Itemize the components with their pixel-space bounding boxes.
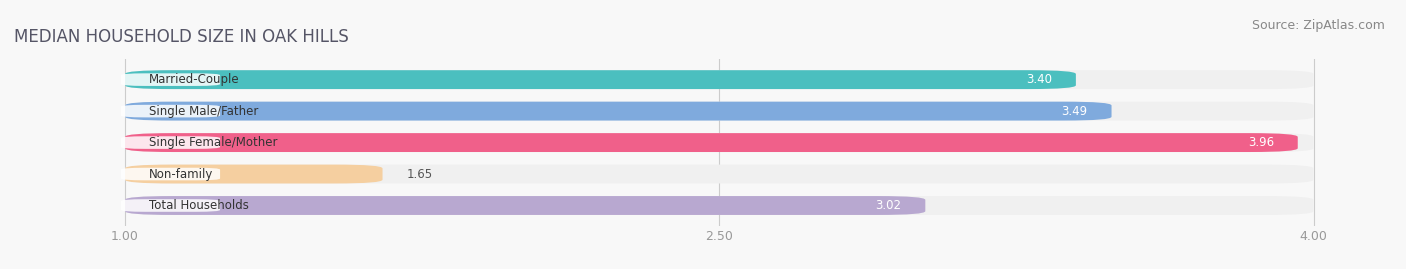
FancyBboxPatch shape <box>121 73 221 86</box>
FancyBboxPatch shape <box>121 199 221 212</box>
FancyBboxPatch shape <box>125 70 1313 89</box>
FancyBboxPatch shape <box>125 133 1298 152</box>
Text: 3.49: 3.49 <box>1062 105 1088 118</box>
Text: Non-family: Non-family <box>149 168 214 180</box>
FancyBboxPatch shape <box>121 105 221 117</box>
FancyBboxPatch shape <box>125 102 1313 121</box>
FancyBboxPatch shape <box>121 136 221 149</box>
Text: Total Households: Total Households <box>149 199 249 212</box>
Text: 1.65: 1.65 <box>406 168 433 180</box>
Text: Source: ZipAtlas.com: Source: ZipAtlas.com <box>1251 19 1385 32</box>
FancyBboxPatch shape <box>125 196 1313 215</box>
Text: Single Female/Mother: Single Female/Mother <box>149 136 277 149</box>
Text: 3.02: 3.02 <box>876 199 901 212</box>
FancyBboxPatch shape <box>125 165 382 183</box>
Text: 3.96: 3.96 <box>1249 136 1274 149</box>
Text: MEDIAN HOUSEHOLD SIZE IN OAK HILLS: MEDIAN HOUSEHOLD SIZE IN OAK HILLS <box>14 28 349 46</box>
Text: Married-Couple: Married-Couple <box>149 73 239 86</box>
FancyBboxPatch shape <box>125 196 925 215</box>
FancyBboxPatch shape <box>125 102 1112 121</box>
FancyBboxPatch shape <box>125 133 1313 152</box>
FancyBboxPatch shape <box>125 70 1076 89</box>
FancyBboxPatch shape <box>125 165 1313 183</box>
Text: Single Male/Father: Single Male/Father <box>149 105 259 118</box>
Text: 3.40: 3.40 <box>1026 73 1052 86</box>
FancyBboxPatch shape <box>121 168 221 180</box>
